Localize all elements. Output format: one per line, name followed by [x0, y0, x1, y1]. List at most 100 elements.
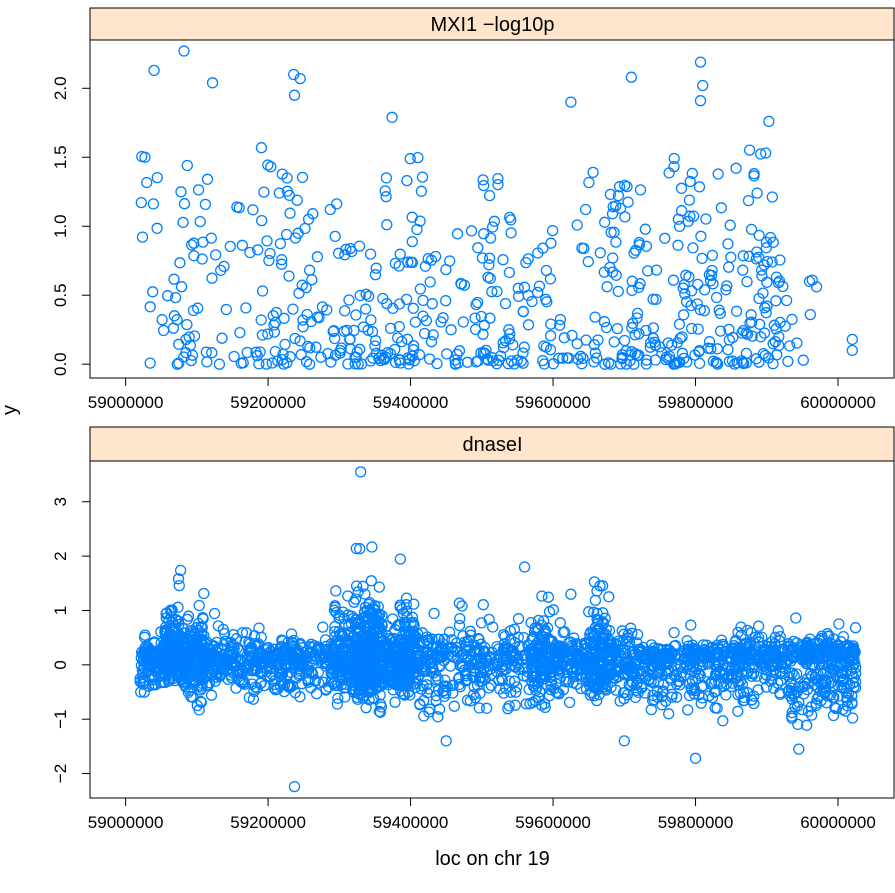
data-point	[640, 324, 652, 337]
data-point	[740, 638, 753, 650]
data-point	[565, 96, 577, 108]
data-point	[546, 224, 559, 237]
data-point	[450, 637, 463, 649]
data-point	[276, 254, 288, 266]
data-point	[407, 302, 419, 314]
data-point	[486, 286, 498, 298]
data-point	[738, 691, 750, 704]
data-point	[642, 265, 654, 277]
data-point	[462, 653, 474, 665]
data-point	[364, 648, 377, 660]
data-point	[304, 641, 316, 653]
data-point	[431, 357, 443, 370]
data-point	[195, 627, 207, 639]
data-point	[695, 697, 707, 709]
data-point	[649, 354, 662, 366]
data-point	[693, 357, 706, 370]
data-point	[512, 613, 525, 625]
data-point	[425, 336, 438, 348]
data-point	[608, 226, 620, 238]
data-point	[370, 334, 382, 347]
data-point	[284, 207, 296, 219]
data-point	[758, 259, 770, 271]
data-point	[363, 290, 375, 302]
data-point	[687, 661, 699, 673]
data-point	[297, 314, 309, 326]
data-point	[565, 588, 577, 600]
data-point	[444, 255, 456, 267]
panel-dnasei-title: dnaseI	[462, 434, 522, 456]
data-point	[412, 151, 424, 164]
data-point	[461, 644, 473, 656]
data-point	[187, 304, 200, 317]
data-point	[389, 343, 401, 356]
data-point	[542, 591, 555, 603]
data-point	[284, 681, 297, 693]
data-point	[538, 358, 550, 370]
data-point	[753, 292, 765, 305]
data-point	[412, 628, 424, 640]
data-point	[583, 661, 595, 673]
data-point	[311, 251, 324, 263]
data-point	[304, 342, 316, 354]
data-point	[374, 689, 386, 701]
data-point	[635, 681, 647, 693]
data-point	[596, 580, 609, 592]
data-point	[659, 232, 671, 244]
data-point	[205, 689, 218, 701]
data-point	[603, 591, 615, 603]
data-point	[589, 311, 601, 323]
data-point	[710, 356, 722, 369]
data-point	[591, 663, 603, 675]
data-point	[618, 334, 631, 347]
data-point	[366, 678, 378, 690]
data-point	[604, 653, 616, 666]
data-point	[583, 657, 595, 670]
data-point	[363, 598, 375, 610]
data-point	[774, 630, 786, 643]
data-point	[455, 277, 467, 290]
data-point	[208, 607, 221, 620]
data-point	[745, 309, 757, 321]
data-point	[671, 336, 683, 349]
data-point	[826, 691, 839, 704]
data-point	[647, 659, 660, 671]
data-point	[245, 641, 258, 653]
data-point	[369, 340, 381, 352]
data-point	[488, 215, 501, 227]
data-point	[755, 331, 767, 343]
data-point	[134, 675, 146, 688]
data-point	[239, 678, 251, 690]
data-point	[617, 647, 629, 659]
data-point	[683, 194, 696, 206]
data-point	[213, 358, 226, 370]
data-point	[310, 688, 323, 700]
data-point	[256, 329, 269, 341]
data-point	[178, 198, 191, 210]
data-point	[678, 352, 690, 365]
data-point	[394, 634, 406, 646]
data-point	[342, 590, 354, 602]
data-point	[270, 306, 283, 319]
data-point	[740, 327, 752, 339]
data-point	[843, 653, 855, 665]
data-point	[637, 665, 650, 677]
data-point	[752, 620, 765, 632]
data-point	[401, 174, 413, 187]
data-point	[141, 176, 153, 189]
data-point	[758, 327, 771, 339]
data-point	[205, 232, 217, 244]
data-point	[300, 355, 313, 368]
data-point	[339, 691, 351, 703]
data-point	[572, 651, 584, 663]
data-point	[556, 657, 568, 670]
data-point	[470, 298, 482, 311]
data-point	[777, 280, 789, 293]
data-point	[156, 314, 168, 326]
data-point	[594, 247, 606, 259]
data-point	[785, 682, 797, 694]
data-point	[366, 611, 378, 624]
data-point	[231, 666, 243, 678]
data-point	[606, 208, 619, 220]
data-point	[373, 352, 385, 365]
